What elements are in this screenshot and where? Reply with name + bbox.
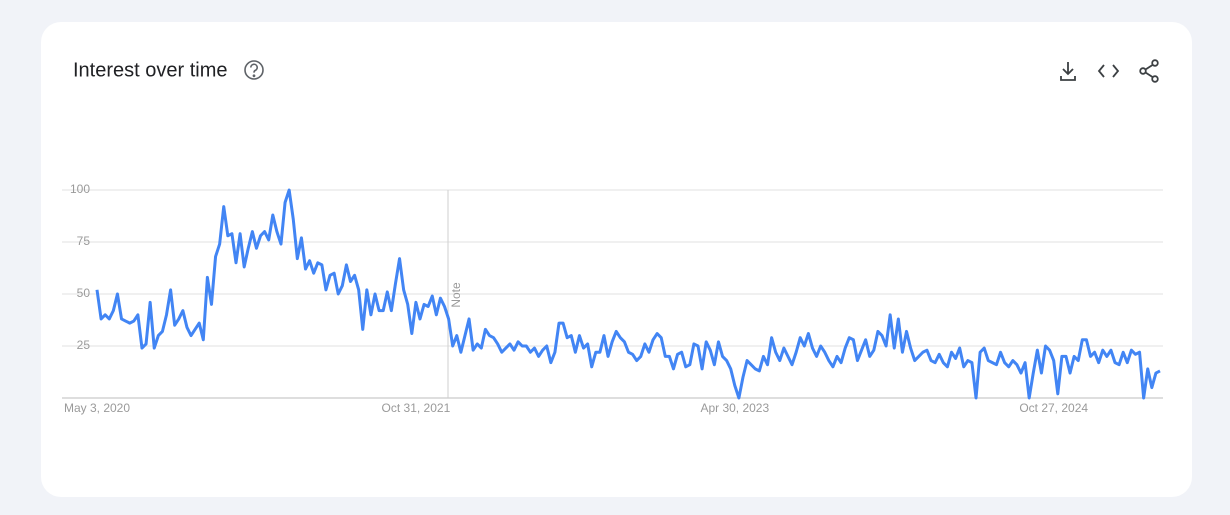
embed-icon[interactable] [1097,64,1120,78]
help-icon[interactable] [244,60,264,80]
series-line [95,188,1161,400]
y-tick-label: 75 [77,234,91,248]
x-tick-label: Oct 31, 2021 [382,401,451,415]
x-tick-label: Oct 27, 2024 [1019,401,1088,415]
y-tick-label: 100 [70,182,90,196]
y-tick-label: 50 [77,286,91,300]
y-tick-label: 25 [77,338,91,352]
chart-title: Interest over time [73,59,228,81]
note-label: Note [449,282,463,308]
card [41,22,1192,497]
share-icon[interactable] [1139,59,1159,83]
x-tick-label: Apr 30, 2023 [700,401,769,415]
download-icon[interactable] [1060,62,1076,81]
x-tick-label: May 3, 2020 [64,401,130,415]
